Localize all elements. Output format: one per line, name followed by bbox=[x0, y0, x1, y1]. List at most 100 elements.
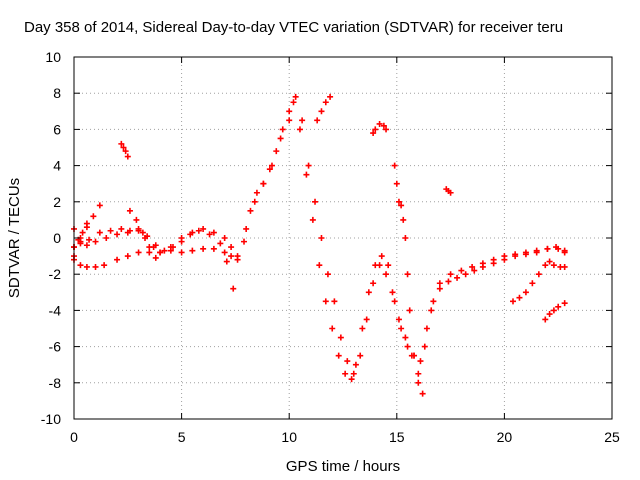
data-point bbox=[200, 225, 207, 232]
data-point bbox=[380, 122, 387, 129]
data-point bbox=[290, 99, 297, 106]
series-track-d bbox=[71, 202, 103, 260]
series-track-i bbox=[370, 120, 390, 137]
data-point bbox=[550, 307, 557, 314]
data-point bbox=[447, 271, 454, 278]
data-point bbox=[253, 189, 260, 196]
data-point bbox=[501, 253, 508, 260]
data-point bbox=[114, 256, 121, 263]
data-point bbox=[86, 236, 93, 243]
data-point bbox=[277, 135, 284, 142]
data-point bbox=[124, 253, 131, 260]
data-point bbox=[200, 245, 207, 252]
y-tick-label: -6 bbox=[49, 339, 62, 355]
data-point bbox=[316, 262, 323, 269]
data-points bbox=[71, 93, 568, 397]
data-point bbox=[535, 271, 542, 278]
data-point bbox=[490, 256, 497, 263]
data-point bbox=[228, 244, 235, 251]
data-point bbox=[243, 225, 250, 232]
data-point bbox=[383, 126, 390, 133]
data-point bbox=[312, 198, 319, 205]
data-point bbox=[247, 207, 254, 214]
data-point bbox=[126, 227, 133, 234]
data-point bbox=[206, 231, 213, 238]
data-point bbox=[217, 240, 224, 247]
data-point bbox=[404, 343, 411, 350]
data-point bbox=[124, 153, 131, 160]
data-point bbox=[555, 303, 562, 310]
x-tick-label: 0 bbox=[70, 429, 78, 445]
data-point bbox=[430, 298, 437, 305]
data-point bbox=[370, 280, 377, 287]
data-point bbox=[322, 99, 329, 106]
data-point bbox=[391, 162, 398, 169]
y-tick-label: -2 bbox=[49, 266, 62, 282]
data-point bbox=[152, 254, 159, 261]
data-point bbox=[415, 370, 422, 377]
data-point bbox=[309, 216, 316, 223]
data-point bbox=[114, 231, 121, 238]
data-point bbox=[273, 148, 280, 155]
data-point bbox=[400, 216, 407, 223]
data-point bbox=[228, 253, 235, 260]
data-point bbox=[428, 307, 435, 314]
data-point bbox=[458, 267, 465, 274]
data-point bbox=[544, 245, 551, 252]
data-point bbox=[139, 229, 146, 236]
x-tick-label: 5 bbox=[178, 429, 186, 445]
data-point bbox=[234, 253, 241, 260]
data-point bbox=[363, 316, 370, 323]
y-tick-label: -10 bbox=[41, 411, 61, 427]
data-point bbox=[92, 238, 99, 245]
data-point bbox=[348, 376, 355, 383]
data-point bbox=[376, 262, 383, 269]
data-point bbox=[241, 238, 248, 245]
data-point bbox=[90, 213, 97, 220]
data-point bbox=[279, 126, 286, 133]
y-tick-label: -8 bbox=[49, 375, 62, 391]
x-tick-label: 25 bbox=[604, 429, 620, 445]
data-point bbox=[118, 140, 125, 147]
chart-title: Day 358 of 2014, Sidereal Day-to-day VTE… bbox=[24, 19, 563, 36]
data-point bbox=[529, 280, 536, 287]
data-point bbox=[169, 244, 176, 251]
data-point bbox=[512, 251, 519, 258]
data-point bbox=[77, 262, 84, 269]
data-point bbox=[221, 235, 228, 241]
data-point bbox=[327, 93, 334, 100]
data-point bbox=[79, 229, 86, 236]
data-point bbox=[436, 280, 443, 287]
data-point bbox=[385, 262, 392, 269]
data-point bbox=[415, 379, 422, 386]
data-point bbox=[395, 316, 402, 323]
data-point bbox=[157, 249, 164, 256]
x-axis-label: GPS time / hours bbox=[286, 458, 400, 475]
data-point bbox=[359, 325, 366, 332]
data-point bbox=[522, 249, 529, 256]
data-point bbox=[322, 298, 329, 305]
data-point bbox=[542, 262, 549, 269]
data-point bbox=[378, 253, 385, 260]
data-point bbox=[335, 352, 342, 359]
data-point bbox=[144, 233, 151, 240]
data-point bbox=[383, 271, 390, 278]
series-track-f bbox=[126, 207, 159, 261]
data-point bbox=[370, 130, 377, 137]
data-point bbox=[303, 171, 310, 178]
data-point bbox=[318, 235, 325, 241]
data-point bbox=[135, 249, 142, 256]
data-point bbox=[423, 325, 430, 332]
data-point bbox=[533, 247, 540, 254]
x-tick-label: 15 bbox=[389, 429, 405, 445]
y-tick-label: 2 bbox=[53, 194, 61, 210]
data-point bbox=[223, 258, 230, 265]
series-track-k bbox=[443, 186, 454, 196]
data-point bbox=[376, 120, 383, 127]
data-point bbox=[391, 298, 398, 305]
data-point bbox=[553, 244, 560, 251]
data-point bbox=[561, 249, 568, 256]
data-point bbox=[107, 227, 114, 234]
data-point bbox=[471, 267, 478, 274]
